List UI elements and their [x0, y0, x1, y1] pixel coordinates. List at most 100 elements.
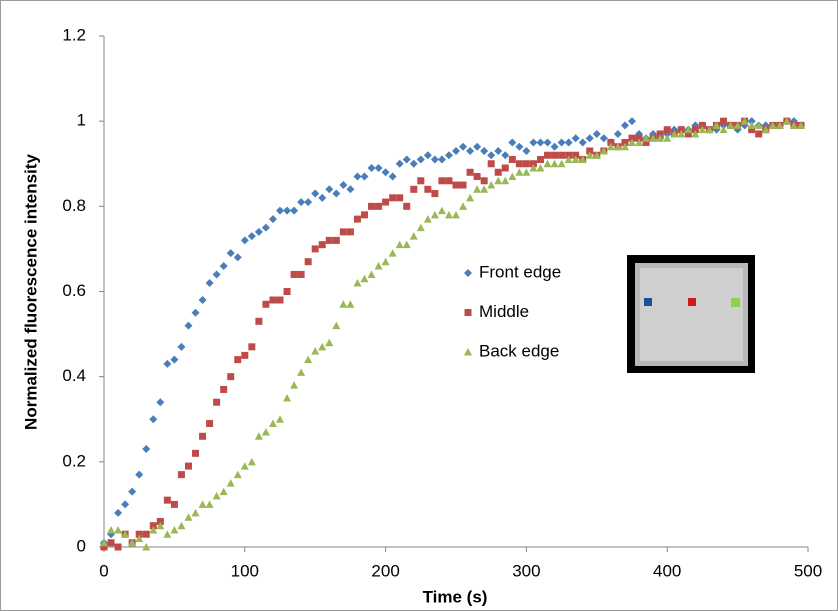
point [367, 270, 376, 278]
point [410, 185, 418, 193]
point [416, 223, 425, 232]
point [353, 172, 362, 181]
point [114, 508, 123, 517]
point [360, 172, 369, 181]
point [586, 147, 594, 155]
point [480, 177, 488, 185]
point [142, 445, 151, 454]
point [261, 223, 270, 232]
point [536, 155, 544, 163]
point [684, 125, 693, 134]
point [466, 193, 475, 202]
x-tick-label: 300 [512, 561, 540, 580]
point [403, 202, 411, 210]
point [339, 300, 348, 308]
point [191, 508, 200, 517]
point [748, 126, 756, 134]
point [170, 525, 179, 534]
legend-marker [464, 309, 472, 316]
point [135, 534, 144, 542]
y-tick-label: 0.6 [62, 281, 86, 300]
point [466, 168, 474, 176]
point [128, 538, 137, 547]
point [417, 177, 425, 185]
point [304, 258, 312, 266]
point [508, 172, 517, 181]
point [135, 470, 144, 479]
point [691, 129, 700, 138]
point [374, 164, 383, 173]
point [607, 138, 615, 146]
point [402, 240, 411, 249]
point [459, 202, 468, 210]
point [100, 538, 108, 547]
point [585, 134, 594, 143]
x-axis-title: Time (s) [423, 587, 488, 606]
point [487, 181, 496, 189]
point [572, 151, 580, 159]
point [388, 249, 397, 257]
point [459, 181, 467, 189]
point [444, 210, 453, 219]
point [156, 398, 165, 407]
point [459, 142, 468, 151]
point [522, 160, 530, 168]
point [192, 449, 200, 457]
point [445, 177, 453, 185]
point [227, 373, 235, 381]
point [437, 155, 446, 164]
point [149, 525, 158, 534]
point [368, 202, 376, 210]
y-tick-label: 1 [77, 111, 86, 130]
point [487, 160, 495, 168]
point [163, 530, 172, 538]
point [544, 151, 552, 159]
point [332, 236, 340, 244]
point [438, 177, 446, 185]
point [254, 432, 263, 440]
point [599, 146, 608, 155]
point [522, 146, 531, 155]
point [494, 168, 502, 176]
x-tick-label: 100 [231, 561, 259, 580]
point [353, 215, 361, 223]
point [163, 359, 172, 368]
point [226, 479, 235, 487]
point [656, 130, 664, 138]
point [114, 543, 122, 551]
point [332, 321, 341, 330]
point [311, 189, 320, 198]
point [198, 296, 207, 305]
point [382, 198, 390, 206]
point [311, 347, 320, 355]
point [184, 462, 192, 470]
point [318, 193, 327, 202]
x-tick-label: 400 [653, 561, 681, 580]
point [452, 181, 460, 189]
point [402, 155, 411, 164]
point [515, 142, 524, 151]
point [396, 194, 404, 202]
point [276, 415, 284, 423]
point [121, 530, 130, 538]
point [283, 206, 292, 215]
point [613, 142, 622, 151]
point [177, 342, 186, 351]
point [374, 261, 383, 270]
point [409, 232, 418, 240]
point [452, 146, 460, 155]
point [233, 470, 242, 479]
point [290, 270, 298, 278]
point [431, 190, 439, 198]
point [170, 355, 179, 364]
point [551, 151, 559, 159]
point [128, 487, 137, 496]
point [635, 138, 644, 146]
point [339, 181, 348, 190]
point [726, 121, 735, 129]
y-axis-title: Normalized fluorescence intensity [21, 154, 40, 430]
point [578, 155, 587, 163]
point [255, 317, 263, 325]
point [550, 159, 559, 168]
point [437, 206, 446, 215]
